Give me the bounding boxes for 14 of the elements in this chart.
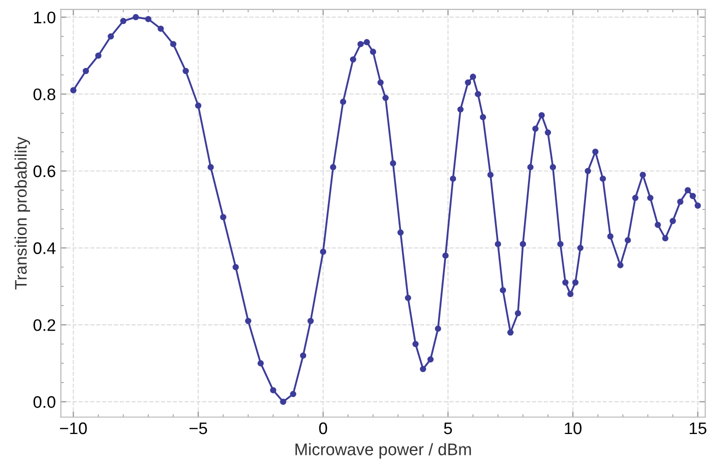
x-tick-label: 0 bbox=[319, 422, 328, 434]
y-tick-label: 0.8 bbox=[33, 88, 56, 100]
y-tick-label: 0.2 bbox=[33, 319, 56, 332]
x-tick-label: 5 bbox=[444, 422, 452, 434]
y-tick-label: 0.0 bbox=[33, 396, 56, 408]
x-tick-label: 10 bbox=[564, 422, 582, 434]
y-axis-title: Transition probability bbox=[14, 136, 30, 290]
x-tick-label: 15 bbox=[690, 422, 706, 434]
y-tick-label: 0.6 bbox=[33, 165, 56, 178]
x-tick-label: −10 bbox=[60, 422, 87, 434]
y-tick-label: 0.4 bbox=[33, 242, 56, 254]
x-axis-title: Microwave power / dBm bbox=[296, 443, 471, 459]
x-tick-label: −5 bbox=[190, 422, 208, 434]
y-tick-label: 1.0 bbox=[34, 12, 56, 24]
